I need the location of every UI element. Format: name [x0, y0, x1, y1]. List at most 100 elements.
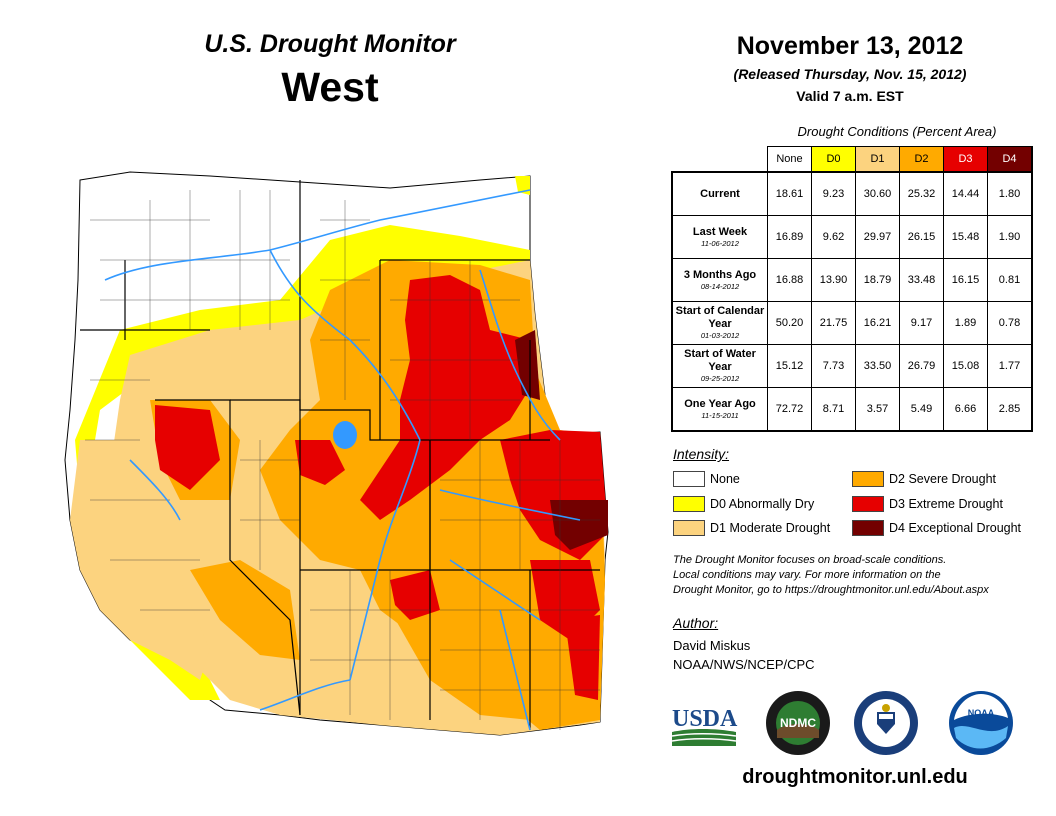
table-row: Start of Calendar Year 01-03-2012 50.20 21.…: [671, 301, 1033, 345]
table-cell: 14.44: [943, 171, 988, 216]
d2-area-az: [190, 560, 300, 660]
conditions-caption: Drought Conditions (Percent Area): [797, 124, 997, 139]
noaa-logo: NOAA: [949, 691, 1013, 755]
table-cell: 1.77: [987, 344, 1033, 388]
table-cell: 15.48: [943, 215, 988, 259]
col-d4: D4: [987, 146, 1033, 173]
county-borders: [85, 190, 600, 730]
table-cell: 8.71: [811, 387, 856, 432]
region-title: West: [281, 64, 379, 110]
svg-text:NOAA: NOAA: [968, 708, 995, 718]
col-d2: D2: [899, 146, 944, 173]
commerce-seal-logo: [854, 691, 918, 755]
disclaimer-note: The Drought Monitor focuses on broad-sca…: [673, 553, 1043, 598]
col-none: None: [767, 146, 812, 173]
legend-d1: D1 Moderate Drought: [673, 519, 830, 537]
row-label: One Year Ago 11-15-2011: [671, 387, 768, 432]
table-cell: 16.88: [767, 258, 812, 302]
table-cell: 0.81: [987, 258, 1033, 302]
row-label-text: Current: [700, 187, 740, 200]
author-org: NOAA/NWS/NCEP/CPC: [673, 657, 815, 672]
legend-swatch-none: [673, 471, 705, 487]
legend-swatch-d1: [673, 520, 705, 536]
svg-text:USDA: USDA: [672, 706, 738, 732]
table-cell: 72.72: [767, 387, 812, 432]
legend-label: D1 Moderate Drought: [710, 521, 831, 535]
legend-label: D3 Extreme Drought: [889, 497, 1003, 511]
table-cell: 16.21: [855, 301, 900, 345]
row-label-text: Start of Calendar Year: [675, 305, 765, 330]
table-cell: 2.85: [987, 387, 1033, 432]
table-row: Start of Water Year 09-25-2012 15.12 7.73 33…: [671, 344, 1033, 388]
table-cell: 50.20: [767, 301, 812, 345]
table-cell: 1.80: [987, 171, 1033, 216]
table-cell: 9.62: [811, 215, 856, 259]
conditions-table: None D0 D1 D2 D3 D4 Current 18.61 9.23 30.6…: [671, 146, 1033, 432]
row-date: 01-03-2012: [700, 331, 740, 340]
table-cell: 1.89: [943, 301, 988, 345]
row-label-text: Start of Water Year: [684, 348, 756, 373]
usda-logo: USDA: [671, 706, 738, 746]
table-cell: 33.50: [855, 344, 900, 388]
map-title: U.S. Drought Monitor: [204, 30, 456, 58]
legend-d3: D3 Extreme Drought: [852, 495, 1003, 513]
row-label: Last Week 11-06-2012: [671, 215, 768, 259]
table-cell: 7.73: [811, 344, 856, 388]
note-line-2: Local conditions may vary. For more info…: [673, 569, 941, 581]
d3-area-nv: [155, 405, 220, 490]
legend-label: None: [710, 472, 740, 486]
row-date: 11-15-2011: [701, 410, 739, 420]
rivers: [104, 189, 581, 731]
table-row: Last Week 11-06-2012 16.89 9.62 29.97 26.15 15…: [671, 215, 1033, 259]
row-date: 08-14-2012: [700, 281, 740, 291]
d3-area-wy-co: [360, 275, 535, 520]
legend-d0: D0 Abnormally Dry: [673, 495, 814, 513]
author-name: David Miskus: [673, 638, 751, 653]
table-cell: 5.49: [899, 387, 944, 432]
legend-swatch-d2: [852, 471, 884, 487]
svg-text:NDMC: NDMC: [780, 716, 816, 730]
legend-label: D0 Abnormally Dry: [710, 497, 815, 511]
table-cell: 21.75: [811, 301, 856, 345]
d3-area-tx: [565, 615, 600, 700]
row-label: Start of Water Year 09-25-2012: [671, 344, 768, 388]
row-label-text: One Year Ago: [684, 397, 756, 410]
row-label: Current: [671, 171, 768, 216]
legend-swatch-d3: [852, 496, 884, 512]
drought-map: [64, 171, 609, 736]
d4-area-ks: [550, 500, 608, 550]
row-label-text: Last Week: [692, 225, 748, 238]
table-cell: 16.89: [767, 215, 812, 259]
col-d3: D3: [943, 146, 988, 173]
legend-d4: D4 Exceptional Drought: [852, 519, 1021, 537]
d3-area-co-sw: [390, 570, 440, 620]
table-corner: [672, 147, 768, 173]
ndmc-logo: NDMC: [766, 691, 830, 755]
table-cell: 29.97: [855, 215, 900, 259]
row-date: 11-06-2012: [701, 238, 739, 248]
author-title: Author:: [673, 615, 719, 631]
table-cell: 26.15: [899, 215, 944, 259]
table-cell: 18.79: [855, 258, 900, 302]
row-date: 09-25-2012: [700, 374, 740, 383]
row-label: 3 Months Ago 08-14-2012: [671, 258, 768, 302]
col-d0: D0: [811, 146, 856, 173]
table-cell: 15.12: [767, 344, 812, 388]
table-cell: 16.15: [943, 258, 988, 302]
table-cell: 9.17: [899, 301, 944, 345]
website-link[interactable]: droughtmonitor.unl.edu: [742, 766, 968, 788]
d3-area-ut: [295, 440, 345, 485]
legend-swatch-d4: [852, 520, 884, 536]
map-date: November 13, 2012: [736, 32, 964, 60]
table-cell: 33.48: [899, 258, 944, 302]
legend-label: D4 Exceptional Drought: [889, 521, 1022, 535]
row-label-text: 3 Months Ago: [683, 268, 757, 281]
col-d1: D1: [855, 146, 900, 173]
table-cell: 26.79: [899, 344, 944, 388]
table-cell: 1.90: [987, 215, 1033, 259]
legend-swatch-d0: [673, 496, 705, 512]
release-date: (Released Thursday, Nov. 15, 2012): [733, 66, 967, 82]
table-cell: 3.57: [855, 387, 900, 432]
note-line-1: The Drought Monitor focuses on broad-sca…: [673, 554, 947, 566]
table-cell: 25.32: [899, 171, 944, 216]
